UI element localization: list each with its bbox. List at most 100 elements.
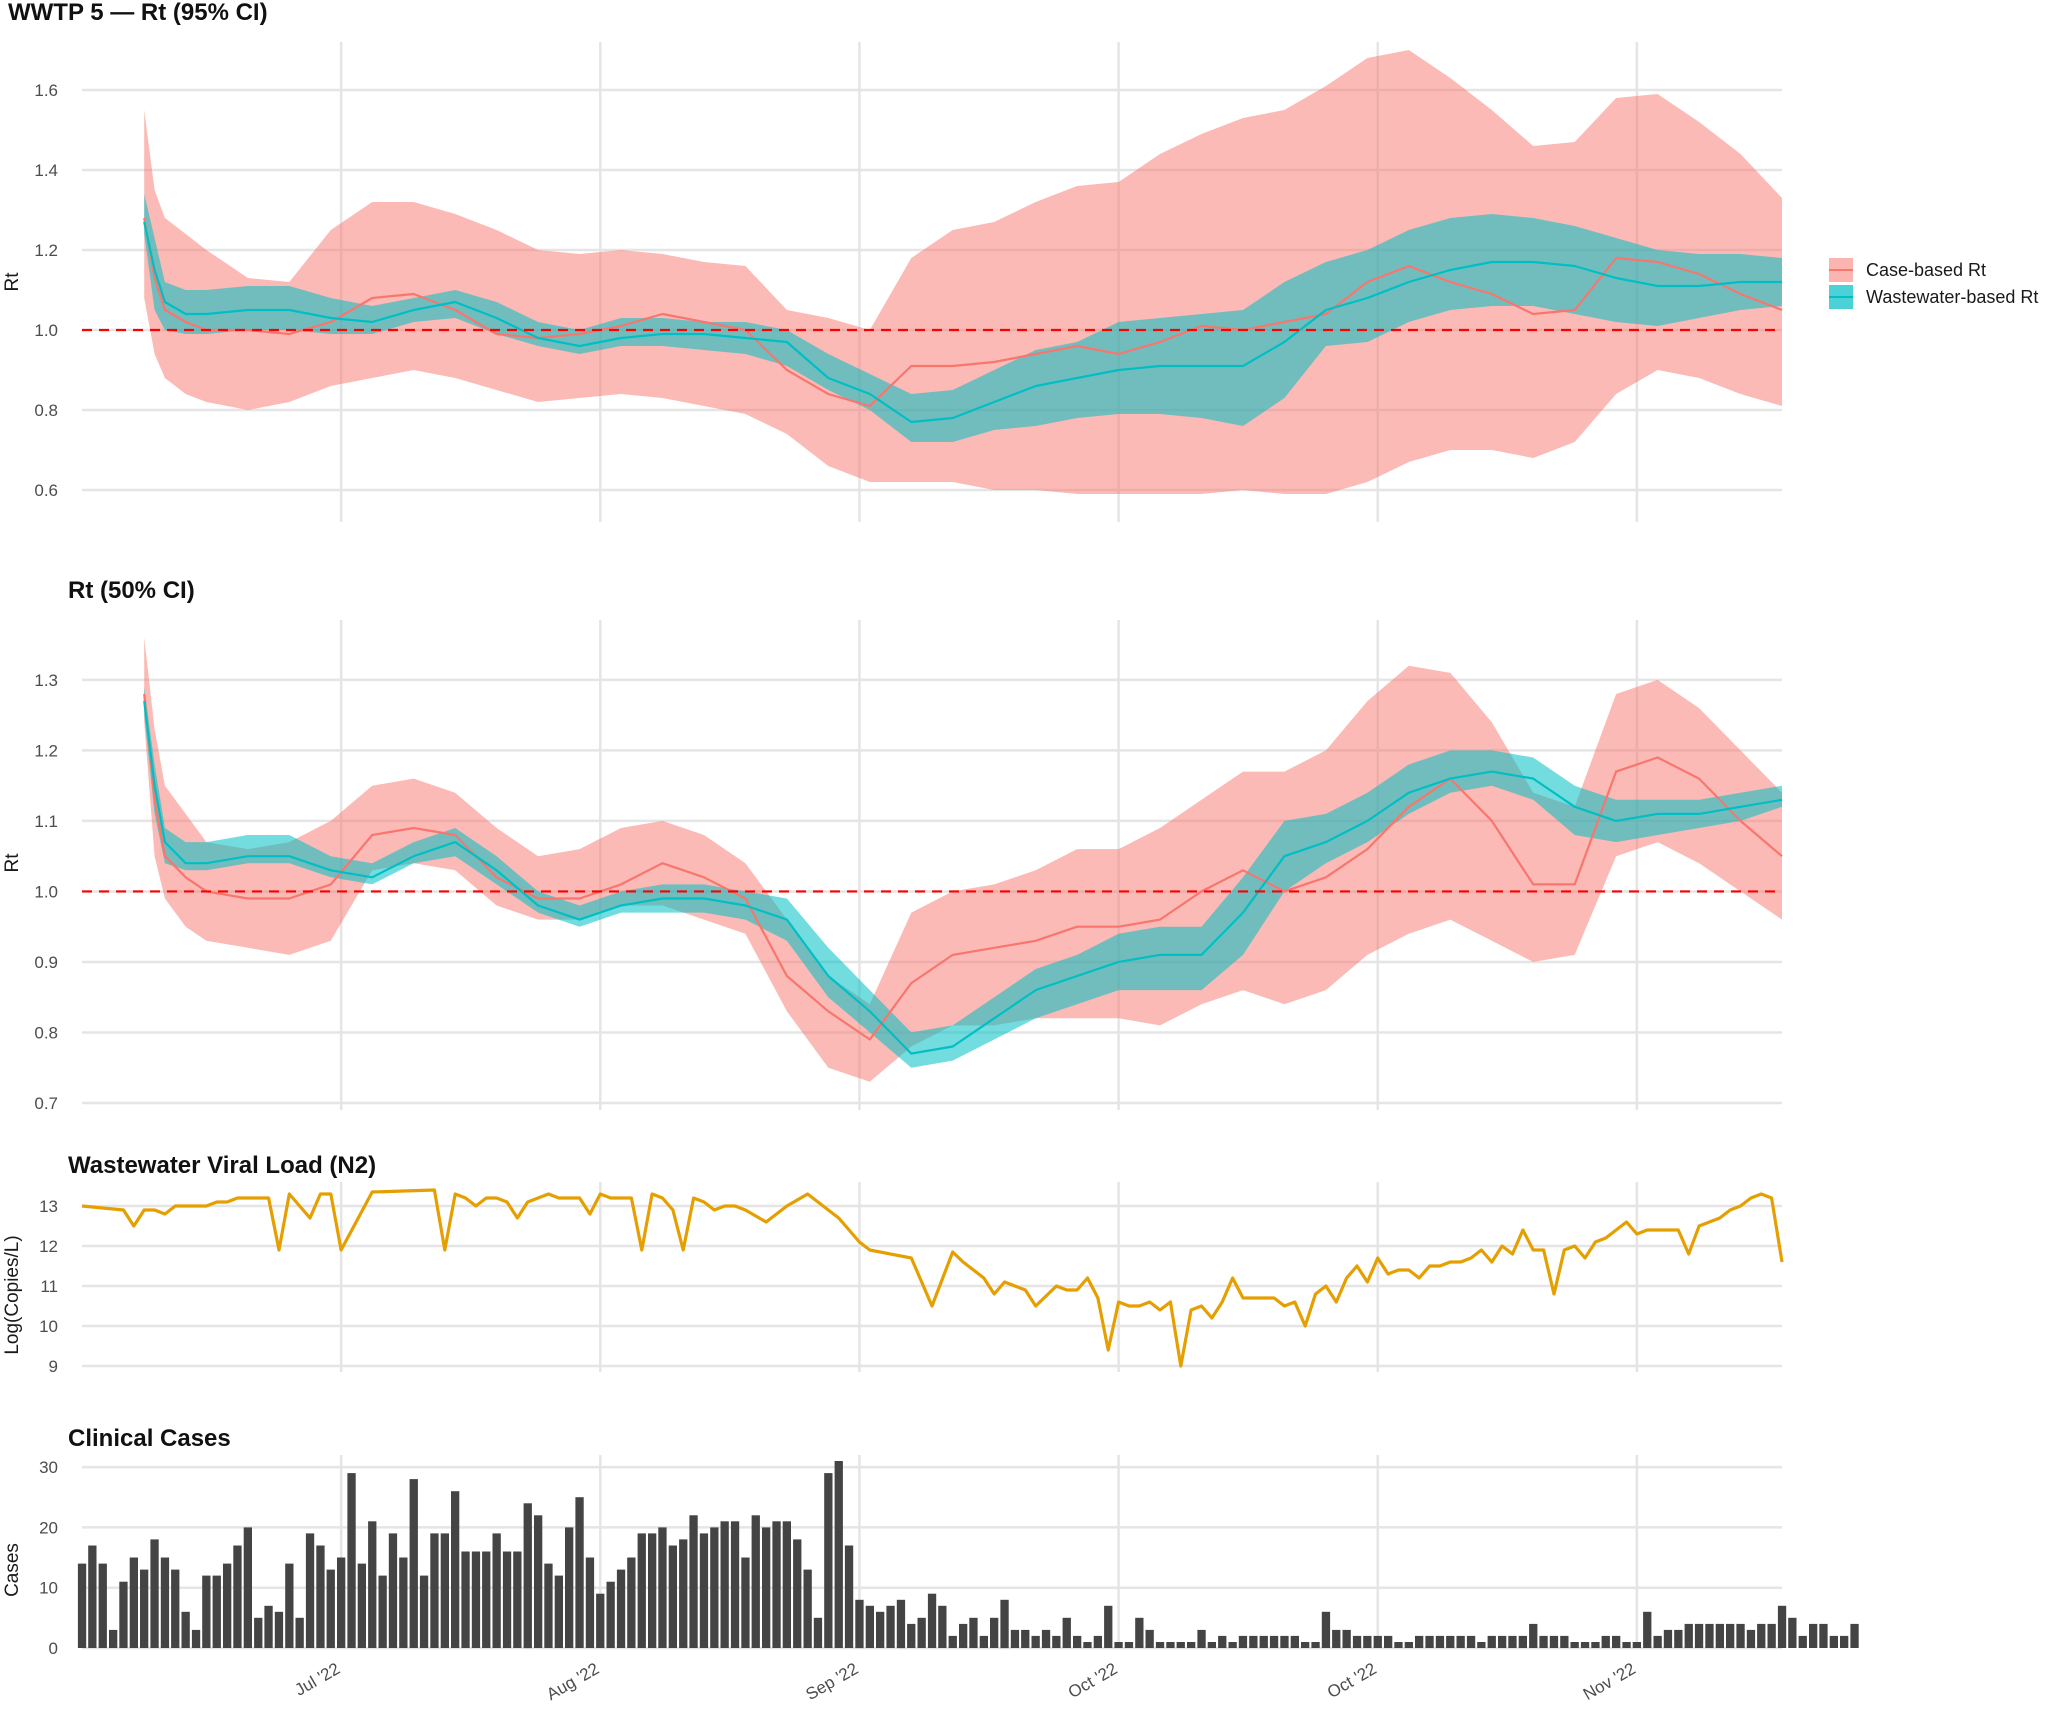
y-tick-label: 12 [39, 1237, 58, 1256]
bar [679, 1539, 688, 1648]
bar [1010, 1629, 1020, 1648]
y-axis-label: Rt [2, 853, 23, 873]
series-line-1 [143, 221, 1782, 424]
bar [1788, 1617, 1797, 1648]
bar [855, 1599, 864, 1649]
bar [1321, 1611, 1331, 1648]
bar [1736, 1623, 1745, 1648]
bar [461, 1551, 470, 1648]
panel-rt-50ci: Rt (50% CI) Rt 0.7 0.8 0.9 1.0 1.1 1.2 1.3 [2, 577, 1783, 1113]
y-tick-label: 0 [49, 1639, 58, 1658]
bar [668, 1545, 677, 1648]
bar [1062, 1617, 1071, 1648]
ci-band-1 [144, 194, 1783, 442]
bar [979, 1635, 988, 1648]
y-tick-label: 1.3 [34, 671, 58, 690]
bar [140, 1569, 149, 1648]
y-tick-label: 0.8 [34, 401, 58, 420]
bar [1560, 1635, 1569, 1648]
bar [1435, 1635, 1445, 1648]
bar [1104, 1605, 1113, 1648]
bar [876, 1611, 885, 1648]
bar [202, 1575, 211, 1648]
bar [1446, 1635, 1455, 1648]
bar [1021, 1629, 1030, 1648]
bar [316, 1545, 325, 1648]
bar [1207, 1642, 1216, 1648]
panel-viral-load: Wastewater Viral Load (N2) Log(Copies/L)… [2, 1152, 1784, 1376]
bar [492, 1533, 501, 1648]
series-line-0 [143, 217, 1783, 408]
bar [419, 1575, 429, 1648]
bar [274, 1611, 284, 1648]
bar [1238, 1635, 1248, 1648]
bar [1612, 1635, 1621, 1648]
bar [1767, 1623, 1776, 1648]
bar [1404, 1642, 1413, 1648]
bar [917, 1617, 926, 1648]
bar [1726, 1623, 1735, 1648]
bar [1715, 1623, 1724, 1648]
y-tick-label: 1.1 [34, 812, 58, 831]
bar [544, 1563, 553, 1648]
bar [399, 1557, 408, 1648]
bar [1529, 1623, 1538, 1648]
bar [772, 1521, 781, 1648]
bar [378, 1575, 387, 1648]
bar [1746, 1629, 1756, 1648]
bar [824, 1473, 833, 1648]
bar [710, 1527, 719, 1648]
bar [1332, 1629, 1341, 1648]
bar [741, 1557, 750, 1648]
bar [119, 1581, 128, 1648]
y-tick-label: 1.2 [34, 741, 58, 760]
bar [865, 1605, 874, 1648]
bar [1643, 1611, 1652, 1648]
bar [648, 1533, 657, 1648]
bar [1052, 1635, 1061, 1648]
bar [1850, 1623, 1859, 1648]
bar [762, 1527, 771, 1648]
bar [295, 1617, 304, 1648]
bar [471, 1551, 481, 1648]
bar [191, 1629, 201, 1648]
bar [1549, 1635, 1559, 1648]
bar [223, 1563, 232, 1648]
y-tick-label: 1.2 [34, 241, 58, 260]
bar [1829, 1635, 1838, 1648]
x-tick-label: Oct '22 [1324, 1659, 1380, 1702]
bar [1653, 1635, 1662, 1648]
bar [347, 1473, 356, 1648]
bar [1135, 1617, 1144, 1648]
bar [1259, 1635, 1268, 1648]
bar [1176, 1642, 1185, 1648]
bar [844, 1545, 854, 1648]
y-axis-label: Rt [2, 272, 23, 292]
bar [637, 1533, 646, 1648]
bar [1777, 1605, 1787, 1648]
bar [1145, 1629, 1154, 1648]
series-line-0 [81, 1188, 1784, 1368]
panel-title: Rt (50% CI) [68, 577, 195, 604]
bar [1601, 1635, 1610, 1648]
bar [1798, 1635, 1807, 1648]
panel-clinical-cases: Clinical Cases Cases 0 10 20 30 [2, 1425, 1859, 1658]
bar [1663, 1629, 1673, 1648]
bar [1093, 1635, 1102, 1648]
bar [368, 1521, 377, 1648]
y-tick-label: 1.6 [34, 81, 58, 100]
bar [212, 1575, 221, 1648]
bar [948, 1635, 957, 1648]
y-axis-label: Cases [2, 1543, 23, 1597]
bar [616, 1569, 626, 1648]
panel-title: Clinical Cases [68, 1425, 231, 1452]
bar [534, 1515, 543, 1648]
bar [1425, 1635, 1434, 1648]
panel-title: Wastewater Viral Load (N2) [68, 1152, 376, 1179]
bar [181, 1611, 190, 1648]
x-tick-label: Jul '22 [292, 1659, 344, 1700]
bar [502, 1551, 512, 1648]
bar [1031, 1635, 1040, 1648]
bar [969, 1617, 978, 1648]
bar [1342, 1629, 1351, 1648]
